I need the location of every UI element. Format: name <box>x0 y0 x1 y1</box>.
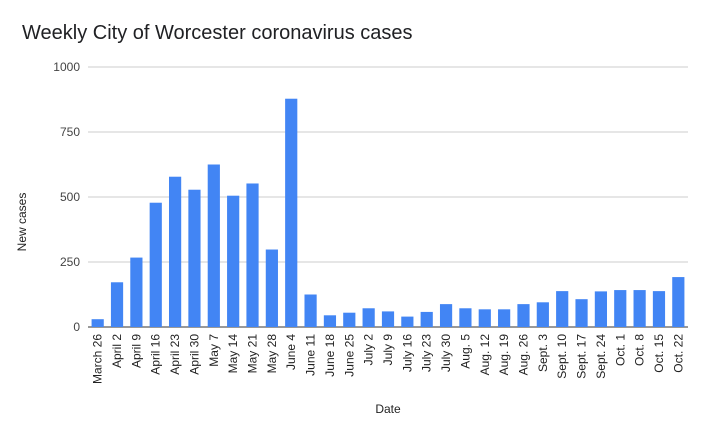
x-tick-label: Sept. 17 <box>575 334 589 379</box>
x-tick-label: Aug. 26 <box>516 334 530 376</box>
x-tick-label: July 30 <box>439 334 453 372</box>
x-tick-label: Sept. 10 <box>555 334 569 379</box>
x-tick-label: May 14 <box>226 334 240 374</box>
x-tick-label: March 26 <box>91 334 105 384</box>
x-tick-label: Aug. 19 <box>497 334 511 376</box>
bar <box>459 308 472 327</box>
x-tick-label: June 11 <box>304 334 318 376</box>
bar <box>169 176 182 327</box>
bars <box>91 98 685 327</box>
y-tick-labels: 0 250 500 750 1000 <box>53 60 80 334</box>
bar <box>652 291 666 327</box>
bar <box>420 311 433 327</box>
x-tick-label: July 23 <box>420 334 434 372</box>
y-tick-label: 1000 <box>53 60 80 74</box>
x-tick-labels: March 26 April 2 April 9 April 16 April 23 Ap… <box>91 334 686 384</box>
bar <box>556 291 569 327</box>
bar <box>343 312 356 327</box>
bar <box>265 249 278 327</box>
bar <box>110 282 124 327</box>
bar <box>536 302 549 327</box>
bar <box>401 316 414 327</box>
bar <box>227 195 240 327</box>
bar <box>207 164 220 327</box>
bar <box>517 304 530 327</box>
x-tick-label: Aug. 5 <box>458 334 472 369</box>
x-tick-label: Oct. 8 <box>633 334 647 366</box>
bar <box>91 319 104 327</box>
x-tick-label: Oct. 1 <box>613 334 627 366</box>
y-tick-label: 500 <box>60 190 80 204</box>
x-tick-label: Sept. 24 <box>594 334 608 379</box>
x-tick-label: May 21 <box>246 334 260 374</box>
bar <box>614 290 627 327</box>
x-tick-label: April 2 <box>110 334 124 368</box>
x-tick-label: April 9 <box>129 334 143 368</box>
x-tick-label: April 23 <box>168 334 182 375</box>
bar <box>498 309 511 327</box>
x-tick-label: April 30 <box>187 334 201 375</box>
x-tick-label: June 18 <box>323 334 337 377</box>
bar <box>188 189 201 327</box>
x-tick-label: Oct. 22 <box>671 334 685 373</box>
bar <box>575 299 588 327</box>
y-tick-label: 250 <box>60 255 80 269</box>
bar <box>439 304 453 327</box>
x-tick-label: May 28 <box>265 334 279 374</box>
bar <box>672 277 685 327</box>
bar <box>323 315 337 327</box>
y-tick-label: 0 <box>73 320 80 334</box>
x-axis-label: Date <box>375 402 401 416</box>
bar <box>130 257 143 327</box>
bar <box>246 183 259 327</box>
chart-title: Weekly City of Worcester coronavirus cas… <box>22 22 413 44</box>
bar <box>381 311 395 327</box>
x-tick-label: May 7 <box>207 334 221 367</box>
x-tick-label: Aug. 12 <box>478 334 492 376</box>
x-tick-label: July 16 <box>400 334 414 372</box>
bar <box>149 202 162 327</box>
x-tick-label: July 9 <box>381 334 395 366</box>
bar <box>633 290 646 327</box>
x-tick-label: June 4 <box>284 334 298 370</box>
x-tick-label: July 2 <box>362 334 376 366</box>
y-tick-label: 750 <box>60 125 80 139</box>
bar <box>285 98 298 327</box>
x-tick-label: Oct. 15 <box>652 334 666 373</box>
x-tick-label: April 16 <box>149 334 163 375</box>
bar <box>594 291 607 327</box>
bar <box>478 309 491 327</box>
bar <box>304 294 317 327</box>
x-tick-label: June 25 <box>342 334 356 377</box>
bar <box>362 308 375 327</box>
x-tick-label: Sept. 3 <box>536 334 550 372</box>
